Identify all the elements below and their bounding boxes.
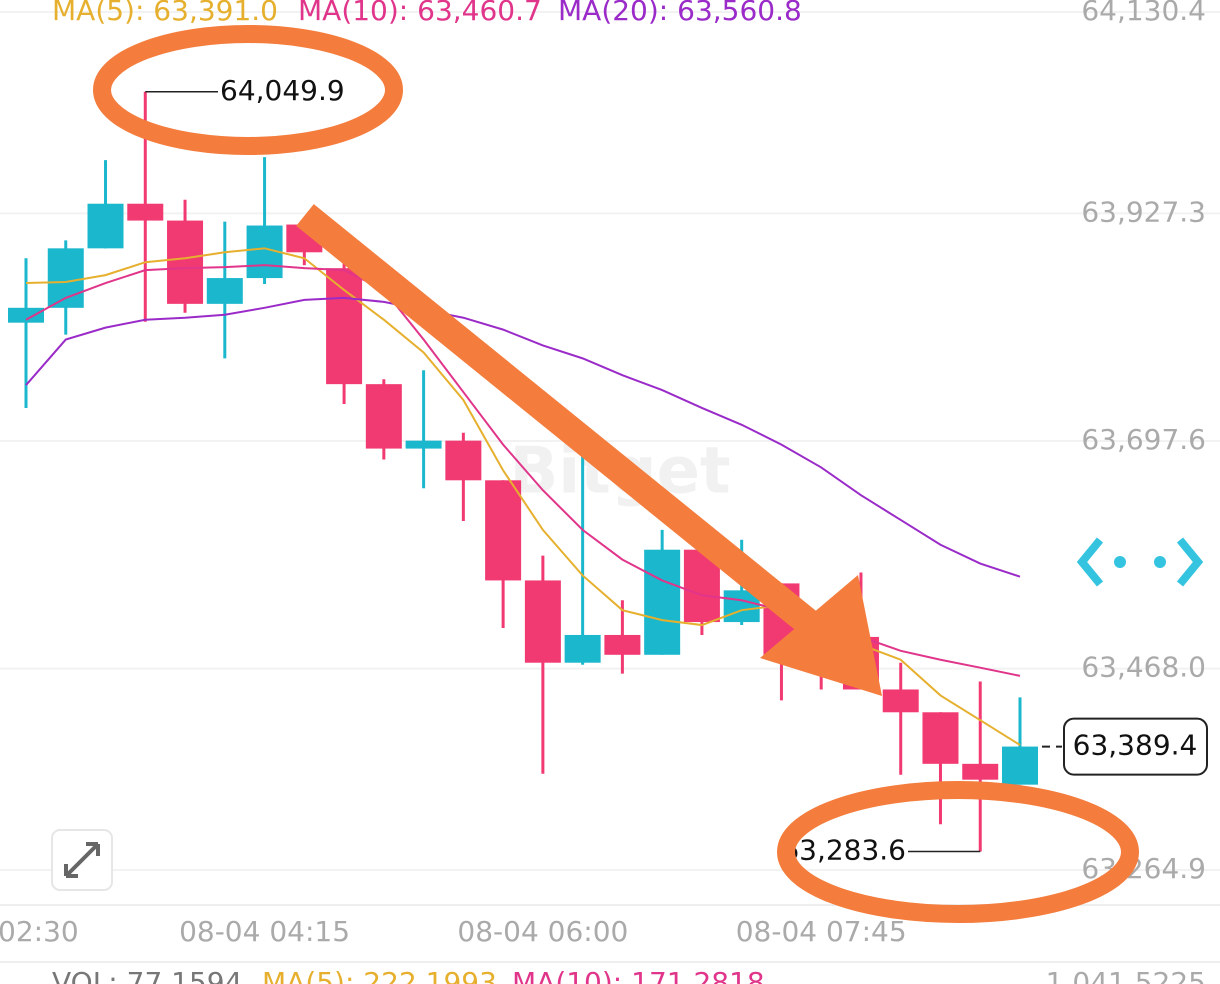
expand-icon: [64, 842, 100, 878]
arrow-head: [760, 575, 882, 696]
x-tick-label: 08-04 06:00: [457, 915, 628, 948]
arrow-shaft: [296, 204, 824, 639]
labels: 64,049.9 63,283.6 63,389.4: [145, 74, 1208, 866]
volume-axis-label: 1,041.5225: [1046, 966, 1206, 984]
candle-body: [8, 307, 44, 323]
candle-body: [365, 384, 402, 449]
candle-body: [524, 580, 561, 663]
expand-button[interactable]: [51, 829, 113, 891]
nav-icon[interactable]: [1076, 537, 1204, 587]
legend-entry: MA(5): 63,391.0: [52, 0, 278, 27]
candle-body: [405, 440, 442, 449]
volume-legend-entry: MA(5): 222.1993: [262, 966, 497, 984]
x-tick-label: 08-04 04:15: [179, 915, 350, 948]
candle-body: [962, 763, 999, 780]
candle-body: [922, 712, 959, 764]
legend: MA(5): 63,391.0 MA(10): 63,460.7 MA(20): 6…: [52, 0, 802, 27]
x-tick-label: 02:30: [0, 915, 79, 948]
dot: [1114, 556, 1126, 568]
candle-body: [167, 220, 204, 304]
volume-legend-entry: MA(10): 171.2818: [512, 966, 765, 984]
ma-line: [25, 296, 1021, 578]
candle-body: [485, 480, 522, 581]
highlight-ellipse: [93, 25, 403, 155]
volume-legend-entry: VOL: 77.1594: [52, 966, 242, 984]
low-label: 63,283.6: [781, 833, 906, 866]
candle-body: [604, 634, 641, 655]
candle-body: [87, 203, 124, 249]
dot: [1154, 556, 1166, 568]
y-tick-label: 63,697.6: [1081, 423, 1206, 456]
candle-body: [445, 440, 482, 481]
y-tick-label: 63,468.0: [1081, 651, 1206, 684]
candle-body: [564, 634, 601, 663]
last-price-box: [1063, 717, 1208, 776]
candle-body: [644, 549, 681, 655]
grid: 63,264.963,468.063,697.663,927.364,130.4…: [0, 0, 1220, 948]
annotation-overlay: [93, 25, 1139, 923]
x-tick-label: 08-04 07:45: [736, 915, 907, 948]
candle-body: [882, 689, 919, 713]
candle-body: [326, 268, 363, 385]
volume-legend: VOL: 77.1594 MA(5): 222.1993 MA(10): 171.2…: [52, 966, 1206, 984]
legend-entry: MA(20): 63,560.8: [558, 0, 802, 27]
legend-entry: MA(10): 63,460.7: [298, 0, 542, 27]
highlight-ellipse: [777, 781, 1139, 923]
candle-body: [1002, 746, 1038, 785]
chevron-left: [1076, 537, 1104, 587]
candle-body: [206, 278, 243, 304]
chevron-right: [1176, 537, 1204, 587]
last-price-label: 63,389.4: [1073, 729, 1198, 762]
y-tick-label: 63,927.3: [1081, 195, 1206, 228]
y-tick-label: 64,130.4: [1081, 0, 1206, 27]
candle-body: [127, 203, 164, 221]
high-label: 64,049.9: [220, 74, 345, 107]
